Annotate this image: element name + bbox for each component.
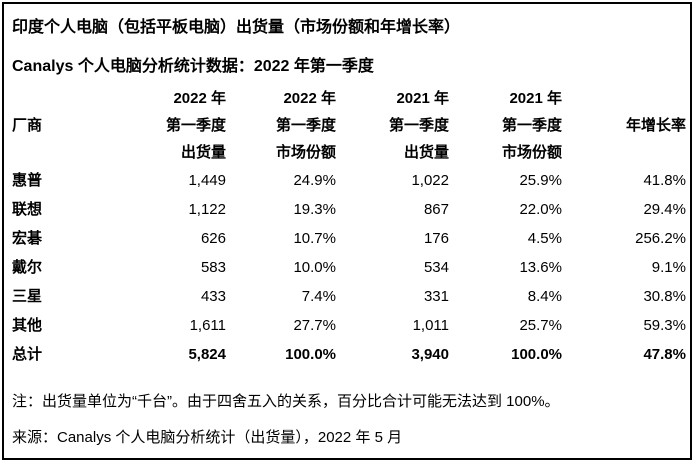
table-row-samsung: 三星 433 7.4% 331 8.4% 30.8% — [12, 282, 686, 311]
column-header-2021q1-share: 2021 年 第一季度 市场份额 — [501, 90, 562, 161]
vendor-name: 惠普 — [12, 172, 43, 189]
value-cell: 100.0% — [511, 346, 562, 363]
value-cell: 331 — [423, 288, 449, 305]
value-cell: 5,824 — [188, 346, 226, 363]
value-cell: 22.0% — [519, 201, 562, 218]
value-cell: 100.0% — [285, 346, 336, 363]
value-cell: 4.5% — [527, 230, 562, 247]
column-header-2022q1-shipments: 2022 年 第一季度 出货量 — [165, 90, 226, 161]
value-cell: 1,611 — [189, 317, 226, 334]
value-cell: 13.6% — [519, 259, 562, 276]
value-cell: 25.9% — [519, 172, 562, 189]
vendor-name: 宏碁 — [12, 230, 43, 247]
value-cell: 25.7% — [519, 317, 562, 334]
table-header-row: 厂商 2022 年 第一季度 出货量 2022 年 第一季度 市场份额 2021… — [12, 85, 686, 166]
column-header-annual-growth: 年增长率 — [625, 117, 686, 134]
value-cell: 24.9% — [293, 172, 336, 189]
value-cell: 583 — [200, 259, 226, 276]
value-cell: 59.3% — [643, 317, 686, 334]
table-row-dell: 戴尔 583 10.0% 534 13.6% 9.1% — [12, 253, 686, 282]
column-header-2021q1-shipments: 2021 年 第一季度 出货量 — [388, 90, 449, 161]
vendor-name: 总计 — [12, 346, 43, 363]
report-subtitle: Canalys 个人电脑分析统计数据：2022 年第一季度 — [12, 58, 374, 75]
value-cell: 41.8% — [643, 172, 686, 189]
value-cell: 7.4% — [301, 288, 336, 305]
value-cell: 1,011 — [412, 317, 449, 334]
value-cell: 8.4% — [527, 288, 562, 305]
value-cell: 9.1% — [651, 259, 686, 276]
value-cell: 626 — [200, 230, 226, 247]
table-row-total: 总计 5,824 100.0% 3,940 100.0% 47.8% — [12, 340, 686, 369]
table-row-acer: 宏碁 626 10.7% 176 4.5% 256.2% — [12, 224, 686, 253]
footnote: 注：出货量单位为“千台”。由于四舍五入的关系，百分比合计可能无法达到 100%。 — [12, 393, 560, 410]
value-cell: 10.0% — [293, 259, 336, 276]
value-cell: 433 — [200, 288, 226, 305]
table-row-others: 其他 1,611 27.7% 1,011 25.7% 59.3% — [12, 311, 686, 340]
value-cell: 10.7% — [293, 230, 336, 247]
vendor-name: 其他 — [12, 317, 43, 334]
value-cell: 30.8% — [643, 288, 686, 305]
table-row-lenovo: 联想 1,122 19.3% 867 22.0% 29.4% — [12, 195, 686, 224]
value-cell: 19.3% — [293, 201, 336, 218]
value-cell: 27.7% — [293, 317, 336, 334]
value-cell: 3,940 — [411, 346, 449, 363]
value-cell: 867 — [423, 201, 449, 218]
value-cell: 29.4% — [643, 201, 686, 218]
source-line: 来源：Canalys 个人电脑分析统计（出货量），2022 年 5 月 — [12, 429, 403, 446]
report-title: 印度个人电脑（包括平板电脑）出货量（市场份额和年增长率） — [12, 19, 461, 36]
value-cell: 47.8% — [643, 346, 686, 363]
value-cell: 1,449 — [188, 172, 226, 189]
vendor-header-label: 厂商 — [12, 117, 43, 134]
value-cell: 256.2% — [635, 230, 686, 247]
value-cell: 1,022 — [411, 172, 449, 189]
value-cell: 534 — [423, 259, 449, 276]
vendor-name: 联想 — [12, 201, 43, 218]
value-cell: 176 — [423, 230, 449, 247]
shipments-table: 厂商 2022 年 第一季度 出货量 2022 年 第一季度 市场份额 2021… — [12, 85, 686, 369]
value-cell: 1,122 — [188, 201, 226, 218]
column-header-vendor: 厂商 — [12, 85, 108, 166]
vendor-name: 三星 — [12, 288, 43, 305]
vendor-name: 戴尔 — [12, 259, 43, 276]
table-row-hp: 惠普 1,449 24.9% 1,022 25.9% 41.8% — [12, 166, 686, 195]
column-header-2022q1-share: 2022 年 第一季度 市场份额 — [275, 90, 336, 161]
